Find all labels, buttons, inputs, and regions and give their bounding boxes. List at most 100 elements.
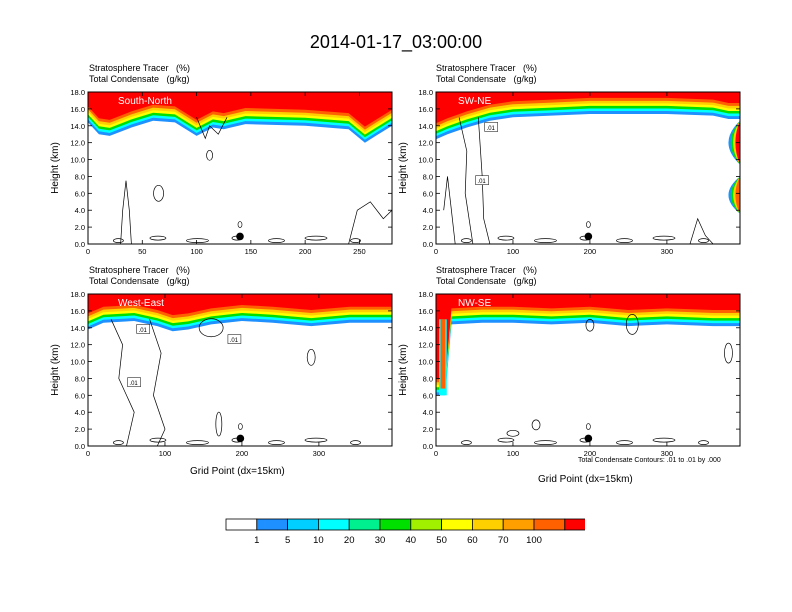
station-marker xyxy=(584,232,593,241)
colorbar-label: 5 xyxy=(285,535,290,546)
colorbar-label: 40 xyxy=(406,535,417,546)
colorbar-label: 30 xyxy=(375,535,386,546)
plot-frame xyxy=(435,91,741,245)
contour-cell xyxy=(616,238,633,243)
station-marker xyxy=(584,434,593,443)
x-tick-label: 300 xyxy=(661,449,674,458)
y-tick-label: 4.0 xyxy=(75,408,85,417)
panel-title: SW-NE xyxy=(458,96,491,107)
contour-line xyxy=(110,319,135,446)
contour-cell xyxy=(652,235,676,241)
contour-cell xyxy=(198,318,224,338)
colorbar-label: 20 xyxy=(344,535,355,546)
y-axis-label: Height (km) xyxy=(398,344,409,396)
y-tick-label: 0.0 xyxy=(423,442,433,451)
contour-cell xyxy=(153,184,164,202)
x-tick-label: 100 xyxy=(159,449,172,458)
colorbar-swatch xyxy=(441,518,473,531)
contour-cell xyxy=(186,440,209,445)
plot-frame xyxy=(435,293,741,447)
x-tick-label: 200 xyxy=(584,449,597,458)
y-tick-label: 0.0 xyxy=(75,240,85,249)
panel-header-2: Stratosphere Tracer (%) Total Condensate … xyxy=(436,63,538,84)
y-tick-label: 16.0 xyxy=(70,307,85,316)
station-marker xyxy=(236,232,244,241)
y-tick-label: 14.0 xyxy=(418,122,433,131)
contour-cell xyxy=(461,440,472,445)
contour-label: .01 xyxy=(230,338,239,344)
contour-cell xyxy=(237,221,243,228)
x-tick-label: 300 xyxy=(313,449,326,458)
station-marker xyxy=(236,434,245,443)
contour-cell xyxy=(616,440,633,445)
y-tick-label: 10.0 xyxy=(70,358,85,367)
panel-4: NW-SE 0.0 2.0 4.0 6.0 8.0 10.0 12.0 14.0 16.0 18.0… xyxy=(398,290,741,458)
y-tick-label: 10.0 xyxy=(70,156,85,165)
x-tick-label: 0 xyxy=(86,449,90,458)
contour-label: .01 xyxy=(139,328,148,334)
y-axis-label: Height (km) xyxy=(398,142,409,194)
y-tick-label: 6.0 xyxy=(423,391,433,400)
condensate-contours xyxy=(461,314,733,445)
y-tick-label: 0.0 xyxy=(75,442,85,451)
y-tick-label: 16.0 xyxy=(70,105,85,114)
contour-line xyxy=(348,201,392,244)
colorbar-swatch xyxy=(348,518,381,531)
contour-line xyxy=(443,176,456,244)
x-tick-label: 0 xyxy=(434,449,438,458)
tracer-intrusion xyxy=(735,176,740,214)
contour-cell xyxy=(268,238,285,243)
tracer-band-7 xyxy=(88,92,392,127)
x-tick-label: 200 xyxy=(584,247,597,256)
figure-title: 2014-01-17_03:00:00 xyxy=(309,32,483,52)
x-tick-label: 200 xyxy=(236,449,249,458)
y-tick-label: 12.0 xyxy=(418,139,433,148)
contour-line xyxy=(477,117,491,244)
contour-cell xyxy=(304,235,328,241)
contour-label-box xyxy=(484,122,498,132)
x-tick-label: 50 xyxy=(138,247,146,256)
panel-header-4: Stratosphere Tracer (%) Total Condensate … xyxy=(436,265,538,286)
contour-line xyxy=(149,319,166,446)
contour-cell xyxy=(113,440,124,445)
y-tick-label: 2.0 xyxy=(75,425,85,434)
contour-cell xyxy=(461,238,472,243)
contour-cell xyxy=(113,238,124,243)
colorbar-label: 60 xyxy=(467,535,478,546)
colorbar-swatch xyxy=(379,518,412,531)
contour-line xyxy=(120,180,132,244)
y-tick-label: 10.0 xyxy=(418,156,433,165)
colorbar-swatch xyxy=(564,518,585,531)
panel-title: West-East xyxy=(118,298,164,309)
colorbar: 1 5 10 20 30 40 50 60 70 100 xyxy=(225,518,585,546)
contour-cell xyxy=(534,440,557,445)
x-tick-label: 100 xyxy=(190,247,203,256)
contour-cell xyxy=(350,238,361,243)
contour-label: .01 xyxy=(487,126,496,132)
y-tick-label: 16.0 xyxy=(418,105,433,114)
tracer-band-7 xyxy=(88,294,392,316)
contour-cell xyxy=(238,423,243,430)
colorbar-swatch xyxy=(256,518,288,531)
contour-label: .01 xyxy=(477,179,486,185)
y-tick-label: 4.0 xyxy=(423,206,433,215)
y-tick-label: 18.0 xyxy=(418,290,433,299)
colorbar-label: 70 xyxy=(498,535,509,546)
tracer-intrusion xyxy=(440,319,446,389)
contour-line xyxy=(458,117,474,244)
x-tick-label: 0 xyxy=(86,247,90,256)
colorbar-swatch xyxy=(410,518,443,531)
contour-cell xyxy=(306,348,316,366)
contour-cell xyxy=(215,411,223,437)
contour-cell xyxy=(586,423,591,430)
y-tick-label: 2.0 xyxy=(423,425,433,434)
y-tick-label: 14.0 xyxy=(70,122,85,131)
contour-cell xyxy=(586,221,591,228)
colorbar-label: 100 xyxy=(526,535,542,546)
contour-cell xyxy=(149,437,167,443)
panel-3: .01 .01 .01 West-East 0.0 2.0 4.0 6.0 8.0 10.0 12.… xyxy=(50,290,393,458)
panel-2: .01 .01 SW-NE 0.0 2.0 4.0 6.0 8.0 10.0 12.0 14.0 16… xyxy=(398,88,741,256)
y-tick-label: 18.0 xyxy=(418,88,433,97)
tracer-band-7 xyxy=(436,294,740,380)
y-tick-label: 2.0 xyxy=(75,223,85,232)
